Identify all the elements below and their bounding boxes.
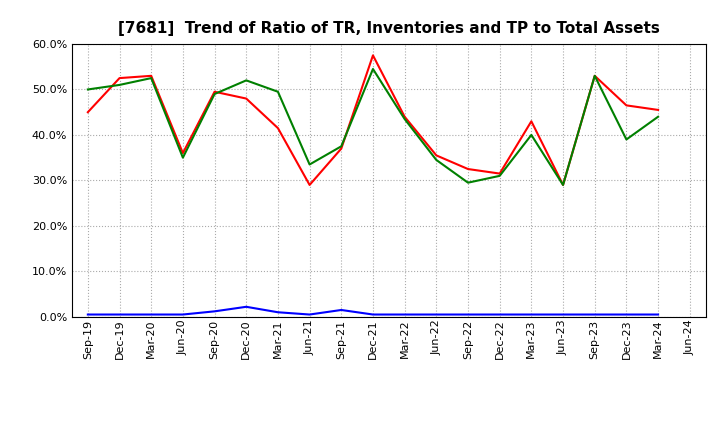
Inventories	[464, 312, 472, 317]
Inventories	[115, 312, 124, 317]
Inventories	[654, 312, 662, 317]
Trade Receivables	[179, 150, 187, 156]
Trade Receivables	[495, 171, 504, 176]
Trade Payables	[622, 137, 631, 142]
Trade Receivables	[305, 182, 314, 187]
Inventories	[527, 312, 536, 317]
Trade Receivables	[590, 73, 599, 78]
Trade Payables	[242, 78, 251, 83]
Trade Receivables	[274, 125, 282, 131]
Trade Payables	[179, 155, 187, 160]
Inventories	[305, 312, 314, 317]
Inventories	[432, 312, 441, 317]
Trade Payables	[654, 114, 662, 119]
Trade Payables	[274, 89, 282, 94]
Trade Receivables	[369, 53, 377, 58]
Trade Payables	[84, 87, 92, 92]
Trade Receivables	[337, 146, 346, 151]
Trade Payables	[464, 180, 472, 185]
Trade Receivables	[527, 119, 536, 124]
Trade Payables	[590, 73, 599, 78]
Line: Trade Receivables: Trade Receivables	[88, 55, 658, 185]
Trade Receivables	[622, 103, 631, 108]
Trade Payables	[495, 173, 504, 179]
Inventories	[147, 312, 156, 317]
Inventories	[622, 312, 631, 317]
Trade Payables	[337, 143, 346, 149]
Trade Receivables	[432, 153, 441, 158]
Trade Payables	[115, 82, 124, 88]
Title: [7681]  Trend of Ratio of TR, Inventories and TP to Total Assets: [7681] Trend of Ratio of TR, Inventories…	[118, 21, 660, 36]
Trade Receivables	[147, 73, 156, 78]
Inventories	[369, 312, 377, 317]
Inventories	[242, 304, 251, 309]
Trade Receivables	[242, 96, 251, 101]
Trade Payables	[147, 76, 156, 81]
Inventories	[84, 312, 92, 317]
Trade Receivables	[654, 107, 662, 113]
Trade Receivables	[115, 76, 124, 81]
Line: Trade Payables: Trade Payables	[88, 69, 658, 185]
Inventories	[274, 310, 282, 315]
Trade Payables	[527, 132, 536, 138]
Inventories	[590, 312, 599, 317]
Trade Receivables	[400, 114, 409, 119]
Inventories	[559, 312, 567, 317]
Line: Inventories: Inventories	[88, 307, 658, 315]
Trade Payables	[400, 116, 409, 121]
Trade Receivables	[84, 110, 92, 115]
Trade Payables	[210, 92, 219, 97]
Inventories	[179, 312, 187, 317]
Inventories	[210, 309, 219, 314]
Inventories	[400, 312, 409, 317]
Trade Receivables	[559, 182, 567, 187]
Trade Payables	[559, 182, 567, 187]
Inventories	[495, 312, 504, 317]
Trade Receivables	[210, 89, 219, 94]
Trade Receivables	[464, 166, 472, 172]
Inventories	[337, 307, 346, 312]
Trade Payables	[305, 162, 314, 167]
Trade Payables	[432, 158, 441, 163]
Trade Payables	[369, 66, 377, 72]
